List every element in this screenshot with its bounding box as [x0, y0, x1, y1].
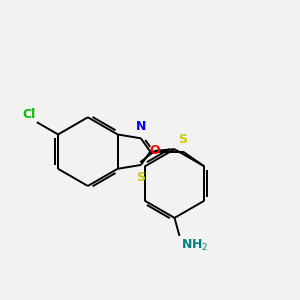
Text: O: O: [150, 144, 160, 157]
Text: NH$_2$: NH$_2$: [181, 238, 208, 253]
Text: S: S: [136, 171, 146, 184]
Text: N: N: [136, 120, 146, 133]
Text: Cl: Cl: [22, 108, 35, 121]
Text: S: S: [178, 133, 188, 146]
